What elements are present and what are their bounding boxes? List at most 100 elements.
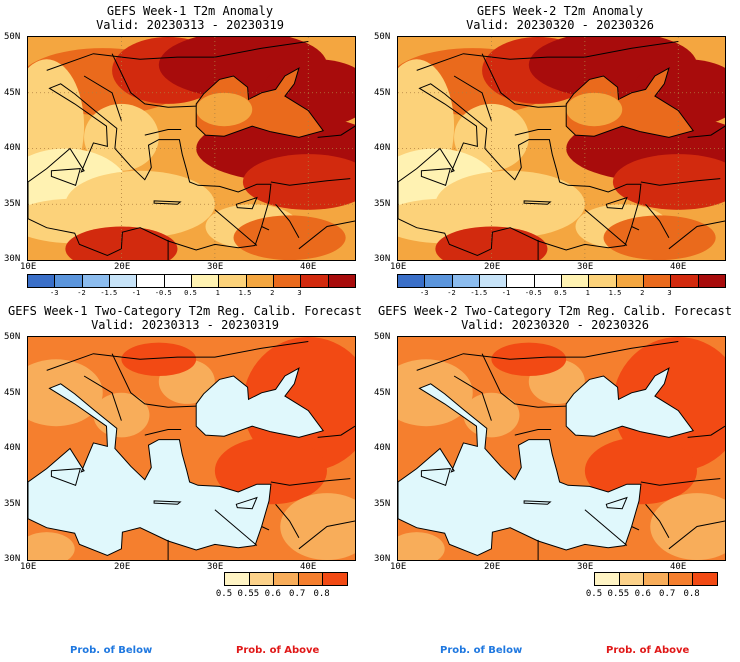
colorbar-tick-label: 0.6	[634, 589, 651, 599]
lon-label: 40E	[670, 562, 687, 572]
lat-label: 35N	[4, 499, 21, 509]
colorbar-swatches	[224, 572, 348, 586]
colorbar-swatches	[27, 274, 356, 288]
lat-label: 35N	[374, 199, 391, 209]
lat-label: 35N	[4, 199, 21, 209]
lon-label: 10E	[390, 262, 407, 272]
prob-below-label: Prob. of Below	[440, 645, 523, 656]
colorbar-tick-label: 3	[297, 289, 302, 297]
colorbar-tick-label: 1.5	[238, 289, 252, 297]
panel-valid-dates: Valid: 20230313 - 20230319	[91, 318, 279, 332]
lon-label: 20E	[114, 262, 131, 272]
colorbar-swatch	[298, 573, 324, 585]
lon-label: 30E	[577, 262, 594, 272]
colorbar-swatch	[452, 275, 480, 287]
colorbar-swatch	[425, 275, 453, 287]
colorbar-swatch	[273, 275, 302, 287]
anomaly-colorbar: -3 -2 -1.5 -1 -0.5 0.5 1 1.5 2 3	[27, 274, 356, 300]
colorbar-tick-label: 0.5	[554, 289, 567, 297]
anomaly-field	[28, 37, 355, 260]
probability-map	[397, 336, 726, 561]
probability-map	[27, 336, 356, 561]
colorbar-tick-label: 0.5	[215, 589, 233, 599]
probability-colorbar: 0.5 0.55 0.6 0.7 0.8	[216, 572, 348, 600]
lat-label: 30N	[4, 554, 21, 564]
prob-above-label: Prob. of Above	[606, 645, 690, 656]
colorbar-swatch	[55, 275, 83, 287]
lon-label: 30E	[207, 562, 224, 572]
colorbar-swatch	[644, 573, 669, 585]
colorbar-swatch	[323, 573, 347, 585]
colorbar-tick-label: 1	[585, 289, 590, 297]
lat-label: 45N	[374, 88, 391, 98]
colorbar-tick-label: 0.55	[607, 589, 630, 599]
lat-label: 50N	[4, 332, 21, 342]
colorbar-tick-label: -3	[50, 289, 59, 297]
panel-title: GEFS Week-1 Two-Category T2m Reg. Calib.…	[7, 304, 362, 318]
colorbar-tick-label: -1	[131, 289, 141, 297]
colorbar-tick-label: -2	[77, 289, 86, 297]
lat-label: 40N	[4, 143, 21, 153]
colorbar-swatch	[561, 275, 590, 287]
colorbar-swatch	[595, 573, 620, 585]
lat-label: 40N	[374, 143, 391, 153]
colorbar-tick-label: 0.7	[289, 589, 306, 599]
colorbar-swatches	[397, 274, 726, 288]
lon-label: 40E	[670, 262, 687, 272]
colorbar-swatch	[82, 275, 110, 287]
colorbar-swatch	[534, 275, 562, 287]
colorbar-tick-label: -1.5	[100, 289, 118, 297]
lat-label: 35N	[374, 499, 391, 509]
lat-label: 45N	[4, 88, 21, 98]
colorbar-swatch	[698, 275, 725, 287]
lat-label: 50N	[4, 32, 21, 42]
lat-label: 30N	[4, 254, 21, 264]
lon-label: 10E	[20, 262, 37, 272]
colorbar-swatch	[274, 573, 299, 585]
colorbar-swatch	[301, 275, 329, 287]
colorbar-tick-label: 3	[667, 289, 672, 297]
lat-label: 40N	[4, 443, 21, 453]
colorbar-swatch	[398, 275, 426, 287]
colorbar-swatch	[507, 275, 535, 287]
colorbar-tick-label: -1	[501, 289, 511, 297]
lat-label: 30N	[374, 554, 391, 564]
colorbar-tick-label: -0.5	[154, 289, 172, 297]
colorbar-swatch	[671, 275, 699, 287]
colorbar-tick-label: -0.5	[524, 289, 542, 297]
colorbar-swatch	[164, 275, 192, 287]
colorbar-swatch	[109, 275, 138, 287]
lat-label: 30N	[374, 254, 391, 264]
lon-label: 30E	[207, 262, 224, 272]
prob-below-label: Prob. of Below	[70, 645, 153, 656]
anomaly-map	[27, 36, 356, 261]
panel-week2-anomaly: GEFS Week-2 T2m Anomaly Valid: 20230320 …	[370, 0, 740, 300]
lon-label: 30E	[577, 562, 594, 572]
colorbar-swatch	[137, 275, 165, 287]
anomaly-field	[398, 37, 725, 260]
colorbar-swatch	[693, 573, 717, 585]
lon-label: 20E	[484, 262, 501, 272]
lon-label: 20E	[484, 562, 501, 572]
colorbar-swatch	[589, 275, 617, 287]
colorbar-tick-label: 0.6	[264, 589, 281, 599]
colorbar-swatches	[594, 572, 718, 586]
colorbar-swatch	[668, 573, 694, 585]
colorbar-tick-label: 0.8	[313, 589, 330, 599]
colorbar-swatch	[219, 275, 247, 287]
anomaly-map	[397, 36, 726, 261]
lon-label: 40E	[300, 262, 317, 272]
colorbar-swatch	[479, 275, 508, 287]
lon-label: 10E	[20, 562, 37, 572]
colorbar-tick-label: 0.55	[237, 589, 260, 599]
colorbar-tick-label: -3	[420, 289, 429, 297]
lat-label: 45N	[4, 388, 21, 398]
colorbar-swatch	[249, 573, 275, 585]
colorbar-swatch	[643, 275, 672, 287]
colorbar-tick-label: 0.7	[659, 589, 676, 599]
lat-label: 45N	[374, 388, 391, 398]
lon-label: 40E	[300, 562, 317, 572]
probability-field	[28, 337, 355, 560]
colorbar-tick-label: 0.5	[184, 289, 197, 297]
colorbar-swatch	[191, 275, 220, 287]
